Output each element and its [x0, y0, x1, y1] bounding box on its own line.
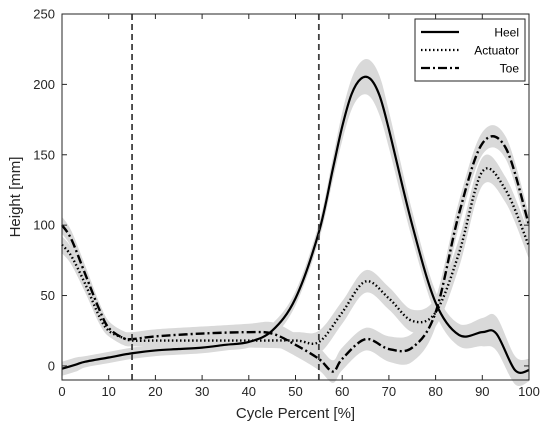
x-axis-label: Cycle Percent [%]	[236, 405, 355, 422]
x-tick-label: 80	[428, 384, 442, 399]
y-axis: 0 50 100 150 200 250	[33, 7, 529, 373]
y-tick-label: 250	[33, 7, 55, 22]
y-tick-label: 200	[33, 77, 55, 92]
heel-band	[62, 59, 529, 387]
x-tick-label: 100	[518, 384, 540, 399]
legend: Heel Actuator Toe	[414, 18, 526, 82]
x-axis: 0 10 20 30 40 50 60 70 80 90 100	[58, 14, 540, 399]
x-tick-label: 90	[475, 384, 489, 399]
toe-band	[62, 125, 529, 383]
x-tick-label: 50	[288, 384, 302, 399]
legend-label-actuator: Actuator	[474, 44, 519, 58]
toe-line	[61, 135, 531, 373]
x-tick-label: 30	[195, 384, 209, 399]
x-tick-label: 60	[335, 384, 349, 399]
x-tick-label: 0	[58, 384, 65, 399]
legend-label-toe: Toe	[500, 62, 520, 76]
y-tick-label: 0	[48, 358, 55, 373]
y-tick-label: 100	[33, 218, 55, 233]
legend-label-heel: Heel	[494, 26, 519, 40]
data-lines	[61, 75, 531, 374]
x-tick-label: 20	[148, 384, 162, 399]
y-tick-label: 50	[41, 288, 55, 303]
heel-line	[61, 75, 530, 374]
actuator-line	[61, 167, 531, 345]
uncertainty-bands	[62, 59, 529, 387]
y-axis-label: Height [mm]	[7, 157, 24, 238]
x-tick-label: 40	[242, 384, 256, 399]
phase-markers	[131, 14, 320, 380]
x-tick-label: 70	[382, 384, 396, 399]
x-tick-label: 10	[101, 384, 115, 399]
y-tick-label: 150	[33, 147, 55, 162]
